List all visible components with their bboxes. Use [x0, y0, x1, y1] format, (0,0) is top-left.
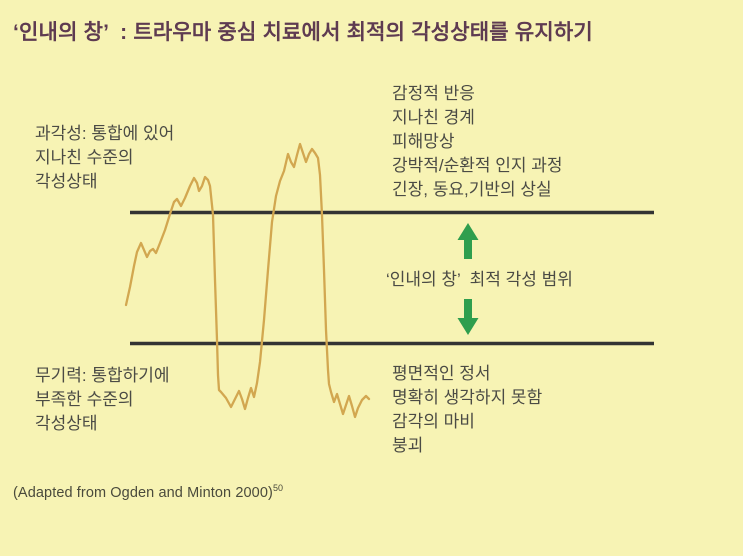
hypoarousal-label-line: 각성상태 — [35, 414, 98, 433]
hypoarousal-label-line: 무기력: 통합하기에 — [35, 366, 170, 385]
hyperarousal-symptom: 감정적 반응 — [392, 84, 475, 103]
hypoarousal-label: 무기력: 통합하기에 부족한 수준의 각성상태 — [35, 364, 265, 436]
hypoarousal-symptom: 감각의 마비 — [392, 412, 475, 431]
citation: (Adapted from Ogden and Minton 2000)50 — [13, 483, 283, 501]
hypoarousal-label-line: 부족한 수준의 — [35, 390, 134, 409]
down-arrow-icon — [457, 299, 479, 335]
hypoarousal-symptom: 평면적인 정서 — [392, 364, 491, 383]
citation-text: (Adapted from Ogden and Minton 2000) — [13, 484, 273, 501]
hyperarousal-symptom: 피해망상 — [392, 132, 455, 151]
hyperarousal-symptom: 강박적/순환적 인지 과정 — [392, 156, 563, 175]
hypoarousal-symptoms: 평면적인 정서 명확히 생각하지 못함 감각의 마비 붕괴 — [392, 362, 692, 458]
hypoarousal-symptom: 명확히 생각하지 못함 — [392, 388, 543, 407]
hyperarousal-symptoms: 감정적 반응 지나친 경계 피해망상 강박적/순환적 인지 과정 긴장, 동요,… — [392, 82, 692, 202]
hyperarousal-symptom: 긴장, 동요,기반의 상실 — [392, 180, 552, 199]
hypoarousal-symptom: 붕괴 — [392, 436, 424, 455]
arousal-curve — [124, 142, 371, 419]
hyperarousal-symptom: 지나친 경계 — [392, 108, 475, 127]
hyperarousal-label-line: 과각성: 통합에 있어 — [35, 124, 175, 143]
optimal-arousal-zone-label: ‘인내의 창’ 최적 각성 범위 — [386, 270, 573, 289]
hyperarousal-label-line: 각성상태 — [35, 172, 98, 191]
hyperarousal-label: 과각성: 통합에 있어 지나친 수준의 각성상태 — [35, 122, 265, 194]
hyperarousal-label-line: 지나친 수준의 — [35, 148, 134, 167]
up-arrow-icon — [457, 223, 479, 259]
page-title: ‘인내의 창’ : 트라우마 중심 치료에서 최적의 각성상태를 유지하기 — [13, 21, 593, 44]
citation-footnote-number: 50 — [272, 483, 284, 493]
